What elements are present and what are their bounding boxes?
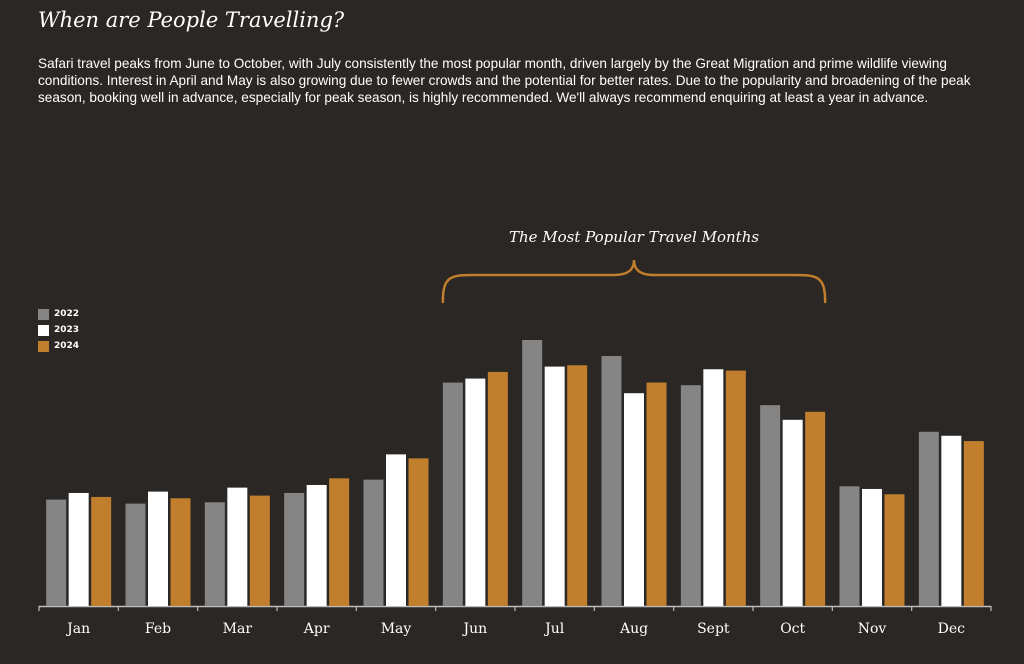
bar-jun-2023 (465, 378, 486, 606)
x-tick-label: Jan (65, 621, 90, 637)
bar-jan-2023 (68, 492, 89, 606)
bar-apr-2024 (329, 478, 350, 606)
legend-label-2023: 2023 (54, 325, 80, 335)
legend-label-2024: 2024 (54, 341, 80, 351)
bar-dec-2024 (963, 441, 984, 606)
bar-nov-2024 (884, 494, 905, 606)
bar-dec-2023 (941, 435, 962, 606)
legend-swatch-2022 (38, 308, 49, 320)
page-title: When are People Travelling? (38, 8, 345, 32)
bar-sept-2022 (680, 385, 701, 606)
x-tick-label: Sept (697, 621, 730, 637)
chart-legend: 2022 2023 2024 (38, 306, 79, 354)
bar-may-2024 (408, 458, 429, 606)
bar-jun-2022 (442, 382, 463, 606)
legend-swatch-2024 (38, 340, 49, 352)
bar-feb-2023 (148, 491, 168, 606)
bar-mar-2024 (249, 495, 270, 606)
bar-dec-2022 (918, 431, 939, 606)
bar-sept-2024 (725, 370, 746, 606)
legend-item-2024: 2024 (38, 338, 79, 354)
annotation-label: The Most Popular Travel Months (509, 228, 759, 246)
x-tick-label: May (381, 621, 412, 637)
bar-jan-2022 (46, 499, 67, 606)
bar-feb-2022 (125, 503, 146, 606)
legend-label-2022: 2022 (54, 309, 80, 319)
legend-swatch-2023 (38, 324, 49, 336)
bar-jan-2024 (91, 496, 112, 606)
bar-nov-2022 (839, 486, 860, 606)
bar-nov-2023 (862, 488, 882, 606)
x-tick-label: Dec (938, 621, 966, 637)
bar-aug-2024 (646, 382, 667, 606)
bar-jun-2024 (487, 371, 508, 606)
bar-feb-2024 (170, 498, 191, 606)
x-tick-label: Nov (858, 621, 887, 637)
bar-apr-2022 (284, 492, 305, 606)
bar-sept-2023 (703, 369, 724, 606)
bar-aug-2023 (624, 393, 644, 606)
legend-item-2022: 2022 (38, 306, 79, 322)
bar-mar-2022 (204, 502, 225, 606)
bar-apr-2023 (306, 484, 327, 606)
annotation-bracket (441, 259, 827, 304)
x-tick-label: Mar (223, 621, 253, 637)
bar-mar-2023 (227, 487, 248, 606)
bar-oct-2024 (805, 411, 826, 606)
x-tick-label: Oct (780, 621, 805, 637)
bar-jul-2024 (567, 365, 588, 606)
bar-jul-2022 (522, 340, 543, 606)
bar-aug-2022 (601, 355, 622, 606)
x-tick-label: Jun (462, 621, 488, 637)
legend-item-2023: 2023 (38, 322, 79, 338)
bar-jul-2023 (544, 366, 565, 606)
x-tick-label: Aug (619, 621, 648, 637)
x-tick-label: Apr (303, 621, 330, 637)
bar-oct-2023 (782, 419, 803, 606)
x-tick-label: Jul (543, 621, 565, 637)
bar-may-2022 (363, 479, 384, 606)
intro-paragraph: Safari travel peaks from June to October… (38, 56, 971, 105)
bar-oct-2022 (760, 405, 781, 606)
x-tick-label: Feb (145, 621, 171, 637)
bar-may-2023 (386, 454, 406, 606)
